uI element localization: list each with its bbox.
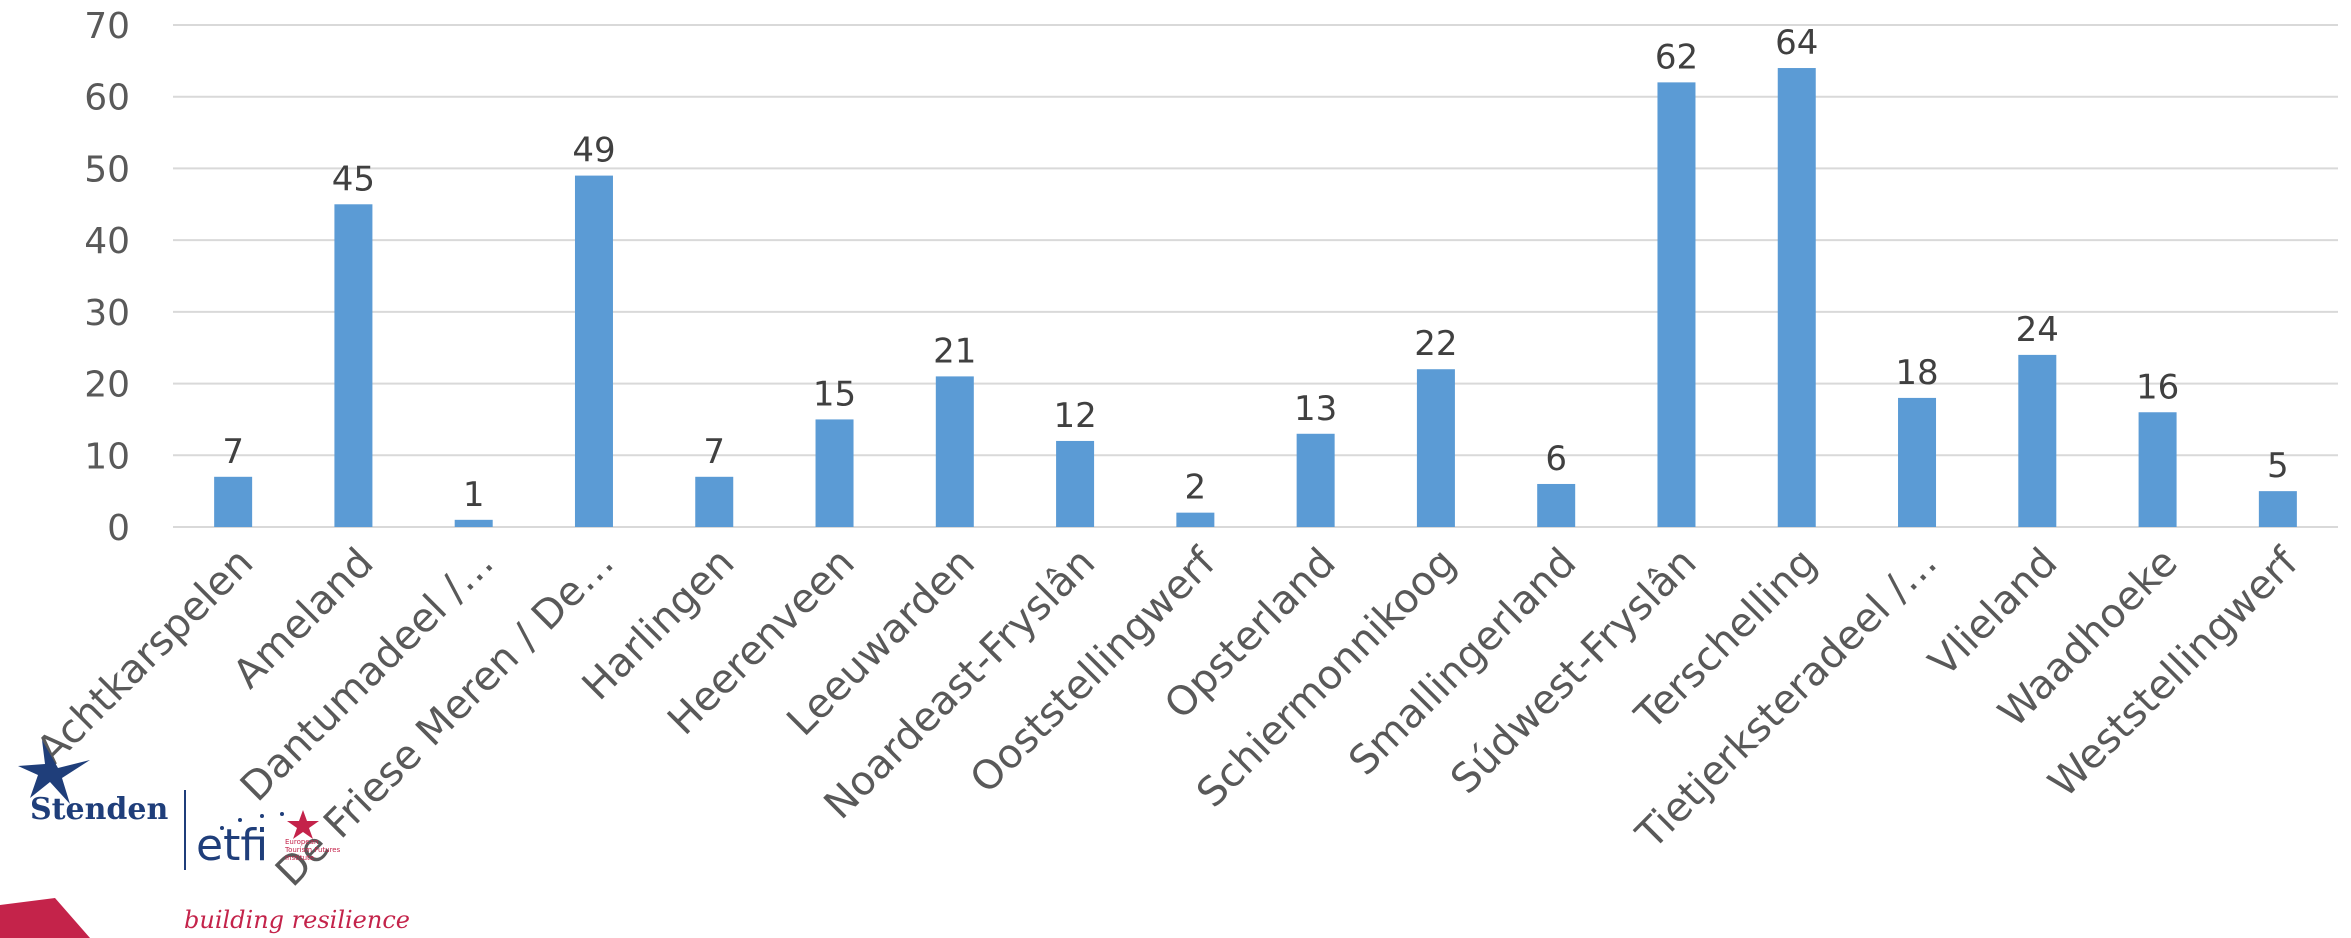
stenden-logo-text: Stenden: [30, 792, 169, 827]
bar: [2018, 354, 2057, 527]
data-label: 13: [1294, 389, 1337, 429]
star-icon: [287, 810, 319, 839]
data-label: 49: [572, 131, 615, 171]
data-label: 62: [1655, 37, 1698, 77]
data-label: 21: [933, 331, 976, 371]
bar: [1056, 440, 1095, 527]
y-tick-label: 10: [84, 436, 130, 477]
etfi-logo-text: etfi: [196, 820, 269, 871]
y-tick-label: 50: [84, 149, 130, 190]
bar: [334, 204, 373, 528]
bar: [1537, 483, 1576, 527]
category-label: Smallingerland: [1340, 540, 1585, 785]
star-dot-icon: [220, 826, 224, 830]
data-label: 16: [2136, 367, 2179, 407]
data-label: 45: [332, 159, 375, 199]
y-tick-label: 30: [84, 293, 130, 334]
data-label: 24: [2016, 310, 2059, 350]
etfi-subtitle: European Tourism Futures Institute: [285, 838, 340, 862]
y-tick-label: 40: [84, 221, 130, 262]
bar: [1898, 397, 1937, 527]
bar: [454, 519, 493, 527]
red-corner-triangle: [0, 898, 90, 938]
etfi-subtitle-line: European: [285, 838, 319, 846]
data-label: 5: [2267, 446, 2289, 486]
data-label: 7: [703, 432, 725, 472]
data-labels: 7 45 1 49 7 15 21 12 2 13 22 6 62 64 18 24 16 5: [222, 23, 2288, 515]
data-label: 1: [463, 475, 485, 515]
bars: [214, 68, 2297, 528]
bar: [815, 419, 854, 527]
bar: [1296, 433, 1335, 527]
brand-corner-shape: [0, 740, 319, 938]
bar: [695, 476, 734, 527]
y-tick-label: 20: [84, 365, 130, 406]
bar: [1416, 369, 1455, 527]
bar: [1657, 82, 1696, 527]
star-dot-icon: [260, 814, 264, 818]
data-label: 64: [1775, 23, 1818, 63]
y-axis-ticks: 0 10 20 30 40 50 60 70: [84, 6, 130, 549]
bar: [2138, 412, 2177, 527]
y-tick-label: 0: [107, 508, 130, 549]
data-label: 6: [1545, 439, 1567, 479]
y-tick-label: 60: [84, 78, 130, 119]
data-label: 15: [813, 374, 856, 414]
bird-icon: [18, 740, 90, 804]
etfi-subtitle-line: Tourism Futures: [285, 846, 341, 854]
star-dot-icon: [280, 812, 284, 816]
bar: [1176, 512, 1215, 527]
bar: [935, 376, 974, 527]
etfi-subtitle-line: Institute: [285, 854, 315, 862]
y-tick-label: 70: [84, 6, 130, 47]
data-label: 22: [1414, 324, 1457, 364]
bar: [214, 476, 253, 527]
bar: [2258, 491, 2297, 527]
data-label: 2: [1185, 468, 1207, 508]
star-dot-icon: [238, 818, 242, 822]
data-label: 12: [1053, 396, 1096, 436]
bar: [574, 175, 613, 527]
gridlines: [173, 24, 2338, 528]
data-label: 18: [1895, 353, 1938, 393]
data-label: 7: [222, 432, 244, 472]
bar: [1777, 68, 1816, 528]
logo-area: Stenden etfi European Tourism Futures In…: [0, 720, 420, 938]
logo-tagline: building resilience: [184, 906, 410, 934]
